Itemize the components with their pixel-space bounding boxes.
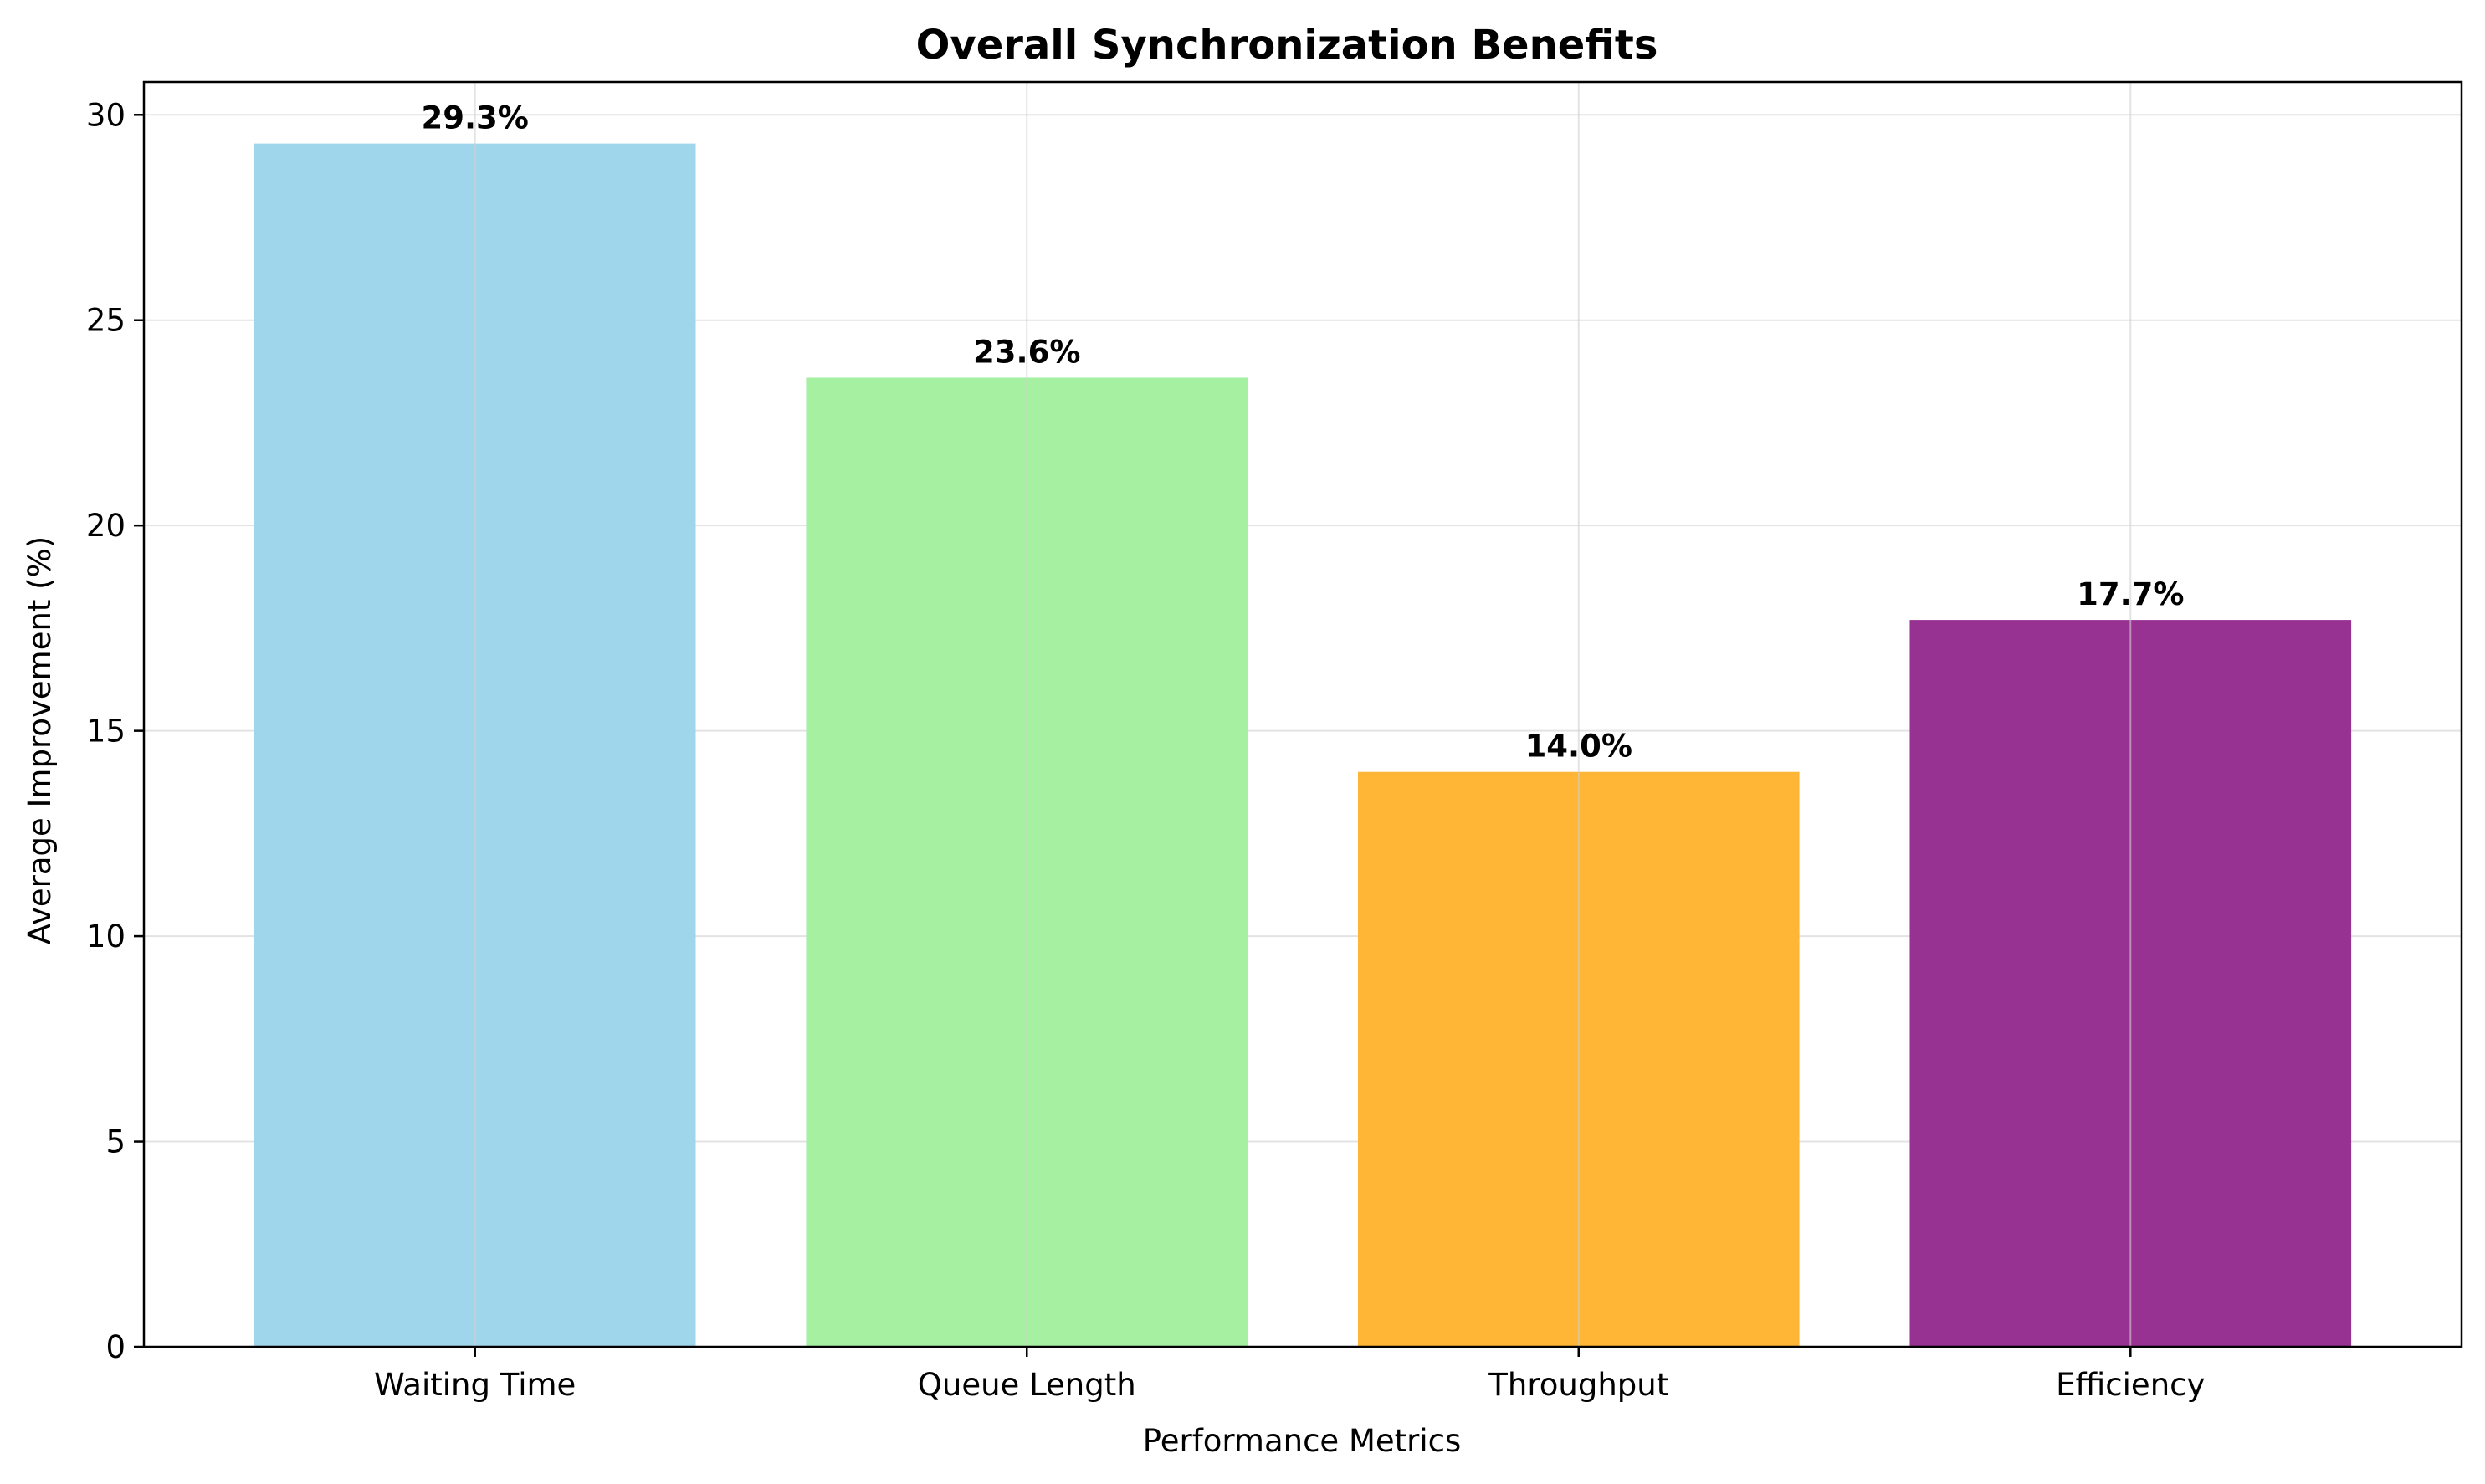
y-tick-label: 10 bbox=[86, 919, 126, 954]
data-label: 23.6% bbox=[973, 334, 1080, 370]
data-label: 17.7% bbox=[2077, 576, 2184, 612]
y-tick-label: 5 bbox=[105, 1124, 126, 1160]
vertical-grid-lines bbox=[474, 82, 2132, 1347]
x-tick-label: Queue Length bbox=[918, 1367, 1136, 1403]
chart-title: Overall Synchronization Benefits bbox=[916, 22, 1658, 69]
y-tick-label: 30 bbox=[86, 97, 126, 133]
plot-frame bbox=[142, 80, 2463, 1348]
y-tick-label: 25 bbox=[86, 303, 126, 339]
y-tick-label: 20 bbox=[86, 508, 126, 544]
data-labels: 29.3% 23.6% 14.0% 17.7% bbox=[422, 100, 2185, 765]
y-tick-label: 0 bbox=[105, 1329, 126, 1365]
x-tick-label: Waiting Time bbox=[374, 1367, 576, 1403]
y-tick-label: 15 bbox=[86, 714, 126, 750]
x-tick-label: Efficiency bbox=[2056, 1367, 2205, 1403]
x-axis-label: Performance Metrics bbox=[1143, 1423, 1462, 1459]
axis-ticks: 0 5 10 15 20 25 30 Waiting Time Queue Length Thro… bbox=[86, 97, 2205, 1403]
x-tick-label: Throughput bbox=[1488, 1367, 1668, 1403]
data-label: 14.0% bbox=[1525, 729, 1632, 765]
data-label: 29.3% bbox=[422, 100, 529, 136]
y-axis-label: Average Improvement (%) bbox=[22, 536, 58, 944]
